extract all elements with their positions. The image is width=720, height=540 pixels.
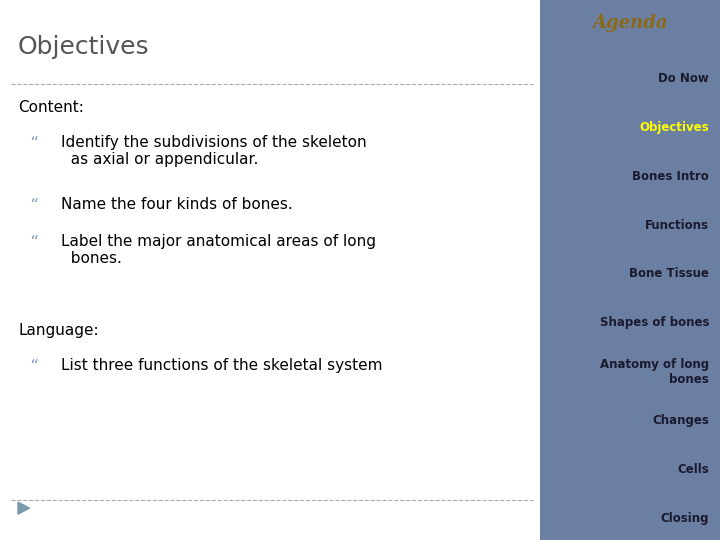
Text: List three functions of the skeletal system: List three functions of the skeletal sys… xyxy=(61,358,383,373)
Text: Identify the subdivisions of the skeleton
  as axial or appendicular.: Identify the subdivisions of the skeleto… xyxy=(61,135,366,167)
Text: Agenda: Agenda xyxy=(593,14,667,31)
Text: Functions: Functions xyxy=(645,219,709,232)
Text: Bones Intro: Bones Intro xyxy=(632,170,709,183)
Text: “: “ xyxy=(29,234,37,251)
Text: “: “ xyxy=(29,197,37,214)
Text: Changes: Changes xyxy=(652,414,709,427)
Text: Shapes of bones: Shapes of bones xyxy=(600,316,709,329)
Text: “: “ xyxy=(29,358,37,375)
Text: Bone Tissue: Bone Tissue xyxy=(629,267,709,280)
FancyBboxPatch shape xyxy=(540,0,720,540)
Polygon shape xyxy=(18,502,30,514)
Text: Content:: Content: xyxy=(18,100,84,115)
Text: Closing: Closing xyxy=(661,512,709,525)
Text: Objectives: Objectives xyxy=(639,121,709,134)
Text: Cells: Cells xyxy=(678,463,709,476)
Text: Objectives: Objectives xyxy=(18,35,150,59)
Text: Anatomy of long
bones: Anatomy of long bones xyxy=(600,357,709,386)
Text: Do Now: Do Now xyxy=(659,72,709,85)
Text: Name the four kinds of bones.: Name the four kinds of bones. xyxy=(61,197,293,212)
Text: “: “ xyxy=(29,135,37,152)
Text: Language:: Language: xyxy=(18,323,99,338)
Text: Label the major anatomical areas of long
  bones.: Label the major anatomical areas of long… xyxy=(61,234,376,266)
